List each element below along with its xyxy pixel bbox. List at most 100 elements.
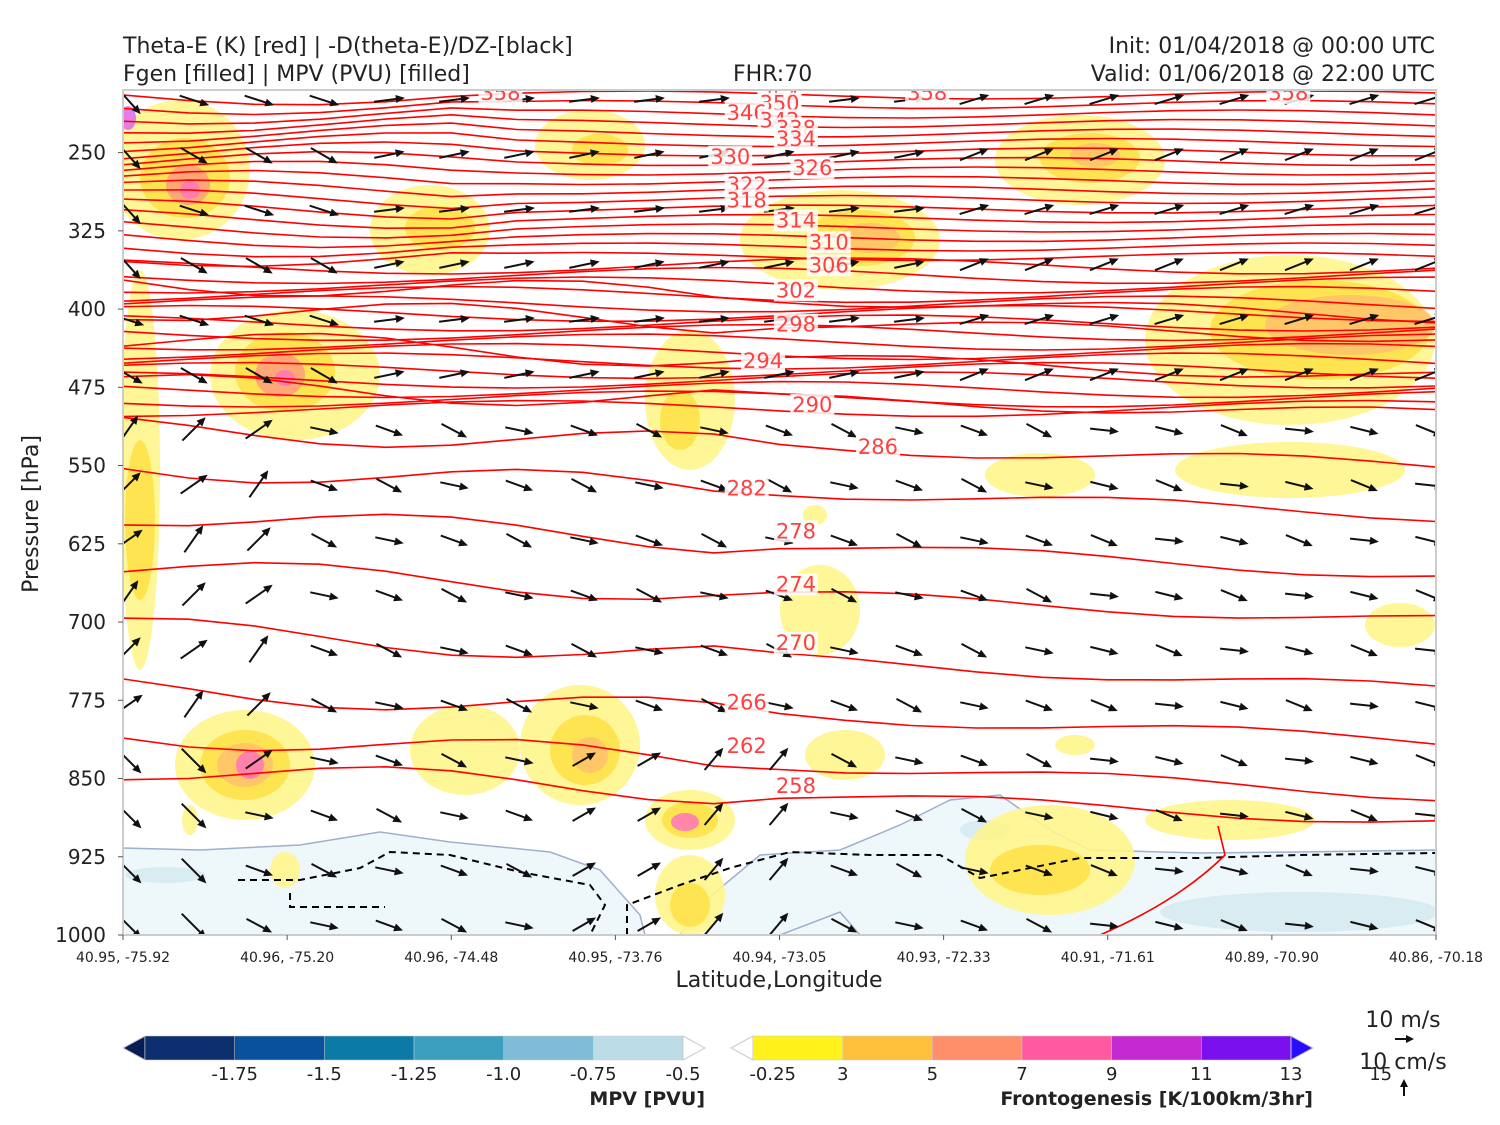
wind-vector-head: [393, 593, 403, 602]
theta-e-label: 310: [809, 230, 849, 254]
wind-vector-head: [912, 869, 923, 878]
wind-vector-head: [327, 155, 338, 164]
wind-vector-head: [198, 474, 208, 484]
wind-vector-head: [1173, 427, 1184, 436]
colorbar-tick-label: -0.25: [749, 1064, 796, 1085]
wind-vector-head: [1304, 313, 1315, 322]
theta-e-label-bg: [724, 477, 769, 500]
wind-vector-head: [913, 648, 923, 657]
wind-vector-head: [779, 802, 789, 813]
wind-vector-head: [132, 375, 143, 384]
wind-vector-head: [1238, 702, 1249, 711]
wind-vector-head: [523, 483, 533, 492]
wind-vector-shaft: [1414, 647, 1436, 652]
wind-vector-head: [1304, 426, 1314, 435]
frontogenesis-blob: [410, 705, 520, 795]
colorbar-swatch: [144, 1035, 235, 1061]
colorbar-swatch: [1021, 1035, 1112, 1061]
y-tick-label: 250: [68, 141, 106, 165]
wind-vector-head: [394, 702, 404, 711]
theta-e-line: [123, 765, 1436, 823]
wind-vector-head: [1043, 703, 1053, 712]
wind-vector-head: [1044, 203, 1055, 212]
wind-vector-shaft: [1414, 206, 1436, 216]
wind-vector-head: [1042, 594, 1053, 603]
wind-vector-head: [259, 635, 269, 645]
wind-vector-head: [914, 427, 924, 436]
wind-vector-shaft: [1415, 754, 1436, 765]
wind-vector-head: [1368, 258, 1379, 266]
wind-vector-head: [1303, 812, 1314, 821]
wind-vector-head: [460, 205, 470, 213]
theta-e-line: [123, 279, 1436, 324]
theta-e-label-bg: [790, 157, 835, 180]
frontogenesis-blob: [803, 505, 827, 525]
wind-vector-head: [720, 95, 730, 103]
theta-e-upper-line: [123, 257, 1436, 275]
wind-vector-head: [392, 484, 403, 493]
wind-vector-head: [914, 592, 924, 601]
wind-vector-head: [522, 869, 533, 878]
wind-vector-head: [1044, 93, 1055, 102]
wind-vector-head: [1368, 368, 1379, 376]
colorbar-tick-label: 3: [837, 1064, 848, 1085]
wind-vector-head: [653, 703, 663, 712]
wind-vector-head: [1109, 203, 1120, 212]
wind-vector-head: [1368, 922, 1379, 931]
colorbar-extend-left: [729, 1035, 754, 1061]
wind-vector-head: [848, 868, 858, 877]
wind-vector-head: [913, 813, 923, 822]
wind-vector-head: [199, 208, 210, 217]
wind-vector-shaft: [1414, 150, 1436, 162]
wind-vector-head: [785, 369, 795, 378]
y-tick-label: 550: [68, 454, 106, 478]
wind-vector-head: [1108, 647, 1119, 656]
wind-vector-head: [458, 703, 468, 712]
wind-vector-head: [652, 594, 663, 603]
wind-vector-head: [395, 259, 405, 268]
wind-vector-head: [329, 922, 339, 931]
wind-vector-head: [131, 637, 141, 647]
theta-e-label-bg: [773, 128, 818, 151]
header-fhr: FHR:70: [733, 62, 813, 87]
theta-e-label: 286: [858, 435, 898, 459]
theta-e-label-bg: [773, 520, 818, 543]
wind-vector-head: [720, 259, 730, 268]
theta-e-line: [123, 737, 1436, 802]
wind-vector-head: [264, 208, 275, 217]
colorbar-tick-label: 5: [927, 1064, 938, 1085]
theta-e-contour-labels: 3583543503463423383343303263223183143103…: [478, 81, 1311, 798]
wind-vector-head: [1108, 258, 1119, 266]
wind-vector-head: [134, 318, 145, 327]
wind-vector-head: [978, 923, 988, 932]
frontogenesis-blob: [182, 805, 198, 835]
wind-vector-head: [1369, 93, 1380, 102]
wind-vector-head: [394, 867, 404, 876]
wind-vector-head: [586, 862, 596, 871]
wind-vector-head: [1369, 701, 1379, 710]
header-init-time: Init: 01/04/2018 @ 00:00 UTC: [1108, 34, 1435, 59]
wind-vector-head: [1174, 313, 1185, 322]
colorbar-extend-right: [1290, 1035, 1315, 1061]
wind-vector-head: [1174, 203, 1185, 212]
wind-vector-head: [586, 752, 596, 761]
wind-vector-head: [590, 205, 600, 213]
wind-vector-head: [1238, 428, 1248, 437]
theta-e-line: [123, 416, 1436, 468]
wind-vector-head: [1369, 203, 1380, 212]
wind-vector-head: [1044, 482, 1054, 491]
theta-e-label: 334: [776, 127, 816, 151]
wind-vector-head: [328, 813, 338, 822]
colorbar-tick-label: 7: [1016, 1064, 1027, 1085]
wind-vector-head: [129, 415, 139, 425]
wind-vector-head: [1368, 757, 1379, 766]
wind-vector-head: [132, 819, 142, 829]
wind-vector-head: [197, 929, 206, 935]
wind-vector-head: [328, 648, 338, 657]
theta-e-label: 258: [776, 774, 816, 798]
wind-vector-head: [1304, 591, 1314, 600]
theta-e-label: 358: [907, 81, 947, 105]
wind-vector-head: [197, 265, 208, 274]
wind-vector-head: [979, 313, 990, 322]
